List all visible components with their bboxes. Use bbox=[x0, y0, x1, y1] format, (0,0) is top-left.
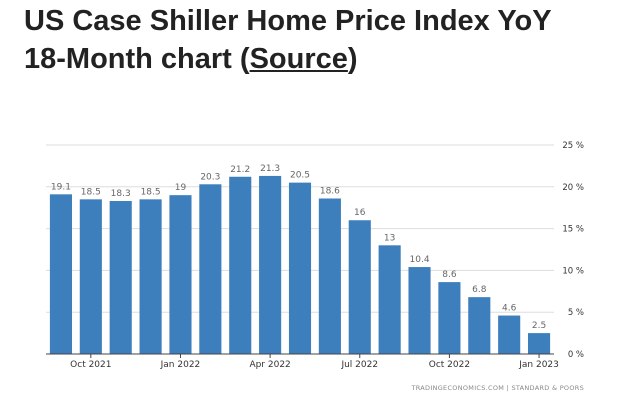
heading-line-2-prefix: 18-Month chart ( bbox=[24, 43, 250, 75]
data-label: 19.1 bbox=[51, 182, 71, 192]
bar bbox=[288, 182, 312, 354]
y-tick-label: 5 % bbox=[568, 308, 584, 318]
bar bbox=[528, 333, 551, 354]
data-label: 21.3 bbox=[260, 164, 280, 174]
data-label: 19 bbox=[175, 183, 187, 193]
bar bbox=[438, 282, 461, 354]
data-label: 20.5 bbox=[290, 171, 310, 181]
data-label: 8.6 bbox=[442, 270, 457, 280]
data-label: 4.6 bbox=[502, 304, 517, 314]
bar bbox=[468, 297, 491, 354]
bar bbox=[139, 199, 162, 354]
bar bbox=[318, 198, 341, 354]
y-tick-label: 20 % bbox=[562, 183, 584, 193]
y-tick-label: 10 % bbox=[562, 266, 584, 276]
bars bbox=[49, 175, 551, 354]
data-label: 2.5 bbox=[532, 321, 546, 331]
bar bbox=[348, 220, 371, 354]
bar bbox=[498, 315, 521, 354]
y-tick-label: 15 % bbox=[562, 225, 584, 235]
data-label: 13 bbox=[384, 233, 395, 243]
bar bbox=[79, 199, 102, 354]
data-label: 6.8 bbox=[472, 285, 487, 295]
axes: 0 % 5 % 10 % 15 % 20 % 25 % Oct 2021 Jan 2022 Ap… bbox=[46, 141, 584, 370]
bar bbox=[169, 195, 192, 354]
data-label: 20.3 bbox=[200, 172, 220, 182]
data-label: 18.3 bbox=[111, 189, 131, 199]
bar bbox=[229, 176, 252, 354]
heading-line-2-suffix: ) bbox=[347, 43, 358, 75]
x-tick-label: Jan 2022 bbox=[160, 360, 201, 370]
data-label: 21.2 bbox=[230, 165, 250, 175]
data-label: 10.4 bbox=[410, 255, 430, 265]
y-tick-label: 25 % bbox=[562, 141, 584, 151]
chart-credit: TRADINGECONOMICS.COM | STANDARD & POORS bbox=[410, 384, 584, 392]
x-tick-label: Oct 2022 bbox=[429, 360, 470, 370]
bar bbox=[49, 194, 72, 354]
value-labels: 19.1 18.5 18.3 18.5 19 20.3 21.2 21.3 20.5 18.6 16… bbox=[51, 164, 546, 331]
heading-line-2: 18-Month chart (Source) bbox=[24, 40, 624, 78]
heading-line-1: US Case Shiller Home Price Index YoY bbox=[24, 5, 552, 37]
source-link[interactable]: Source bbox=[249, 43, 348, 75]
data-label: 18.6 bbox=[320, 187, 340, 197]
page-heading: US Case Shiller Home Price Index YoY 18-… bbox=[24, 2, 624, 78]
bar bbox=[378, 245, 401, 354]
bar bbox=[109, 201, 132, 354]
data-label: 18.5 bbox=[141, 187, 161, 197]
x-tick-label: Jan 2023 bbox=[518, 360, 559, 370]
bar bbox=[408, 267, 431, 354]
x-tick-label: Apr 2022 bbox=[249, 360, 290, 370]
bar bbox=[259, 175, 282, 354]
x-tick-label: Oct 2021 bbox=[70, 360, 111, 370]
x-tick-label: Jul 2022 bbox=[340, 360, 378, 370]
data-label: 18.5 bbox=[81, 187, 101, 197]
y-tick-label: 0 % bbox=[568, 350, 584, 360]
data-label: 16 bbox=[354, 208, 366, 218]
bar bbox=[199, 184, 222, 354]
